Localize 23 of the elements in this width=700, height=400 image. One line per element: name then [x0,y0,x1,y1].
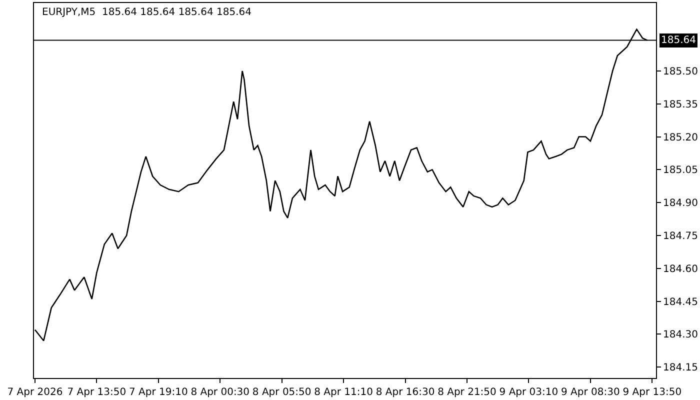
y-tick-label: 184.30 [663,330,698,341]
y-tick-label: 184.15 [663,362,698,374]
x-tick-label: 7 Apr 2026 [7,387,63,398]
x-tick-label: 7 Apr 13:50 [67,387,126,398]
x-tick-label: 9 Apr 13:50 [622,387,682,398]
y-tick-label: 184.60 [663,264,698,275]
y-tick-label: 185.35 [663,99,698,110]
x-tick-label: 9 Apr 08:30 [561,387,620,398]
y-tick-label: 184.90 [663,198,698,210]
y-tick-label: 185.50 [663,66,698,78]
x-tick-label: 9 Apr 03:10 [499,387,558,398]
ref-line-label: 185.64 [661,35,696,46]
x-tick-label: 8 Apr 16:30 [376,387,435,398]
y-tick-label: 184.75 [663,230,698,242]
x-tick-label: 8 Apr 21:50 [438,387,496,398]
x-tick-label: 8 Apr 11:10 [314,387,373,398]
x-tick-label: 8 Apr 05:50 [252,387,312,398]
chart-title: EURJPY,M5 185.64 185.64 185.64 185.64 [42,7,252,18]
y-tick-label: 185.05 [663,165,698,176]
x-tick-label: 8 Apr 00:30 [190,387,250,398]
x-tick-label: 7 Apr 19:10 [128,387,188,398]
y-tick-label: 184.45 [663,296,698,308]
y-tick-label: 185.20 [663,132,698,144]
